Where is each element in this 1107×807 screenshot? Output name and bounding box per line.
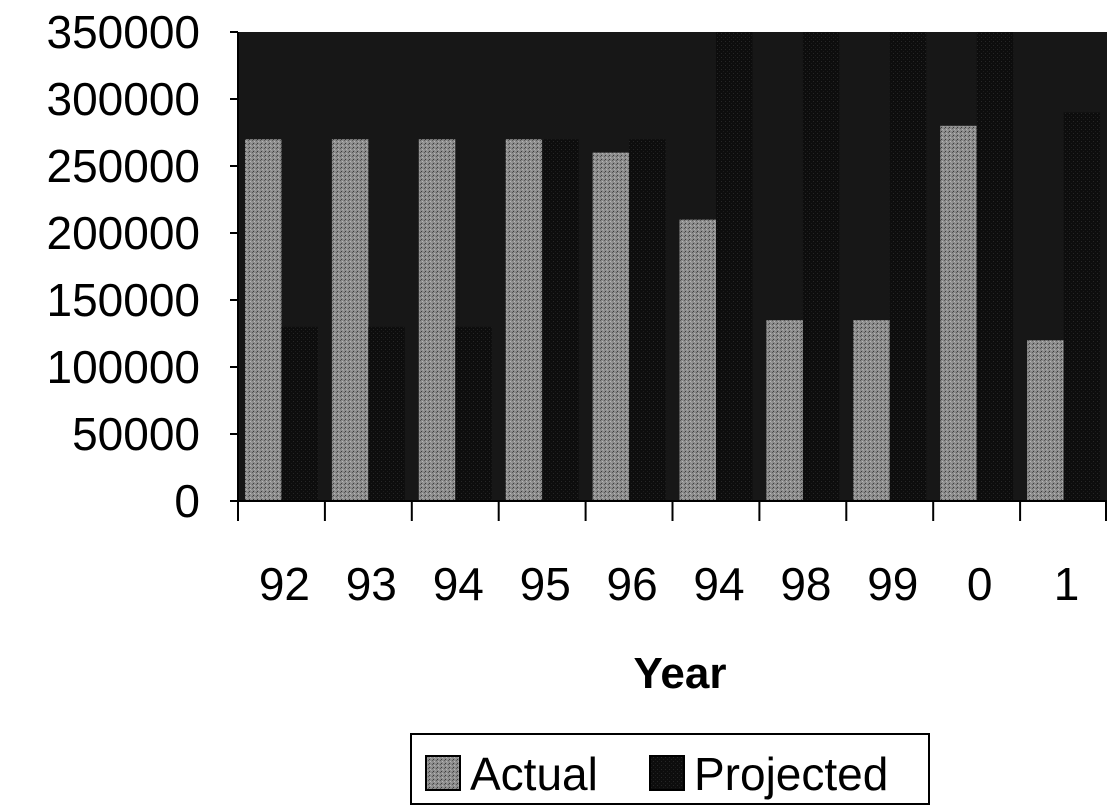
- y-tick-label: 250000: [47, 140, 201, 192]
- y-tick-label: 100000: [47, 341, 201, 393]
- legend-label-projected: Projected: [694, 748, 888, 800]
- x-tick-label: 94: [433, 558, 484, 610]
- legend-swatch-actual: [425, 755, 461, 791]
- y-tick-label: 150000: [47, 274, 201, 326]
- bar-actual-3: [505, 139, 543, 501]
- bar-projected-4: [629, 139, 666, 501]
- bar-actual-4: [592, 152, 630, 501]
- bar-actual-1: [331, 139, 369, 501]
- x-tick-label: 93: [346, 558, 397, 610]
- bar-projected-8: [976, 32, 1014, 501]
- bars-group: [245, 32, 1101, 502]
- bar-projected-9: [1063, 112, 1101, 502]
- bar-actual-5: [679, 219, 716, 501]
- y-tick-label: 300000: [47, 73, 201, 125]
- x-tick-label: 0: [967, 558, 993, 610]
- x-tick-label: 98: [780, 558, 831, 610]
- x-tick-label: 99: [867, 558, 918, 610]
- x-tick-label: 92: [259, 558, 310, 610]
- bar-projected-2: [455, 326, 492, 501]
- x-tick-label: 94: [693, 558, 744, 610]
- bar-projected-7: [889, 32, 927, 501]
- y-tick-label: 350000: [47, 6, 201, 58]
- bar-actual-0: [245, 139, 282, 501]
- x-tick-label: 95: [520, 558, 571, 610]
- x-tick-label: 1: [1054, 558, 1080, 610]
- bar-actual-7: [853, 320, 890, 501]
- bar-actual-8: [940, 125, 977, 502]
- legend-label-actual: Actual: [470, 748, 598, 800]
- x-tick-label: 96: [607, 558, 658, 610]
- bar-projected-3: [542, 139, 579, 501]
- legend-box: [410, 733, 930, 805]
- x-axis: 92 93 94 95 96 94 98 99 0 1: [237, 500, 1107, 610]
- bar-projected-5: [716, 32, 753, 501]
- bar-projected-6: [802, 32, 840, 501]
- legend: Actual Projected: [410, 733, 930, 805]
- y-tick-label: 50000: [72, 408, 200, 460]
- bar-actual-6: [766, 320, 803, 501]
- y-axis: 350000 300000 250000 200000 150000 100000 5000…: [47, 6, 239, 527]
- bar-projected-0: [281, 326, 318, 501]
- bar-projected-1: [368, 326, 405, 501]
- bar-actual-2: [418, 139, 456, 501]
- x-axis-title: Year: [634, 649, 727, 698]
- y-tick-label: 200000: [47, 207, 201, 259]
- bar-actual-9: [1027, 340, 1064, 501]
- legend-swatch-projected: [649, 755, 685, 791]
- y-tick-label: 0: [174, 475, 200, 527]
